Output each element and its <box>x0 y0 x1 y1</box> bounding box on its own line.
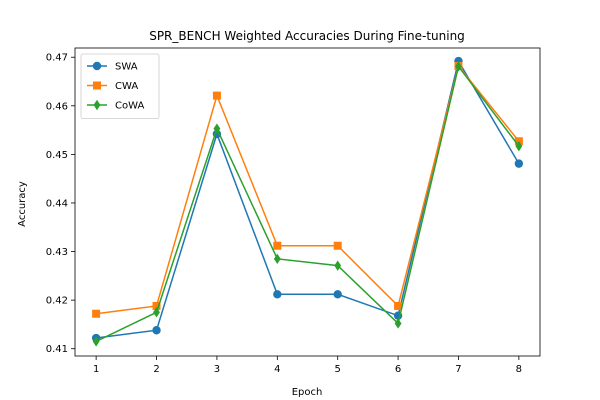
data-point-cowa <box>153 307 160 318</box>
data-point-cwa <box>212 91 221 100</box>
legend-label-cowa: CoWA <box>115 101 144 112</box>
data-point-swa <box>152 326 161 335</box>
data-point-cwa <box>152 301 161 310</box>
data-point-cwa <box>394 301 403 310</box>
series-line-cwa <box>96 64 520 315</box>
y-tick-label: 0.46 <box>46 101 68 112</box>
legend-marker-cowa <box>93 99 101 111</box>
y-axis-label: Accuracy <box>17 181 28 227</box>
y-tick-label: 0.44 <box>46 198 68 209</box>
data-point-cwa <box>273 241 282 250</box>
legend-label-swa: SWA <box>115 62 138 73</box>
data-point-cowa <box>455 61 462 72</box>
x-tick-label: 5 <box>335 364 341 375</box>
data-point-cowa <box>92 336 100 347</box>
data-point-cowa <box>515 140 523 152</box>
data-point-cwa <box>92 309 101 318</box>
legend: SWA CWA CoWA <box>80 53 160 119</box>
x-tick-label: 6 <box>395 364 401 375</box>
data-point-swa <box>273 290 282 299</box>
y-tick-label: 0.45 <box>46 150 68 161</box>
data-point-cwa <box>333 241 342 250</box>
legend-marker-swa <box>92 61 102 71</box>
x-tick-label: 2 <box>153 364 159 375</box>
data-point-cowa <box>394 318 402 329</box>
x-tick-label: 4 <box>274 364 280 375</box>
y-tick-label: 0.43 <box>46 247 68 258</box>
legend-label-cwa: CWA <box>115 81 138 92</box>
chart-title: SPR_BENCH Weighted Accuracies During Fin… <box>149 29 465 43</box>
plot-area: 1 2 3 4 5 6 7 8 0.41 0.42 0.43 0.44 0.45 0.46 0.47 <box>46 47 541 375</box>
legend-box <box>80 53 160 119</box>
x-tick-label: 3 <box>214 364 220 375</box>
x-tick-label: 1 <box>93 364 99 375</box>
x-tick-label: 7 <box>455 364 461 375</box>
data-point-swa <box>514 159 524 168</box>
data-point-swa <box>333 290 342 299</box>
x-axis-label: Epoch <box>292 387 323 398</box>
y-tick-label: 0.41 <box>46 344 68 355</box>
data-point-cowa <box>334 260 342 271</box>
legend-marker-cwa <box>93 81 101 90</box>
axes-frame <box>74 47 541 357</box>
series-line-cowa <box>95 64 520 343</box>
data-point-cowa <box>273 253 281 265</box>
y-tick-label: 0.42 <box>46 296 68 307</box>
x-tick-label: 8 <box>516 364 522 375</box>
data-point-cowa <box>213 123 221 134</box>
y-tick-label: 0.47 <box>46 53 68 64</box>
